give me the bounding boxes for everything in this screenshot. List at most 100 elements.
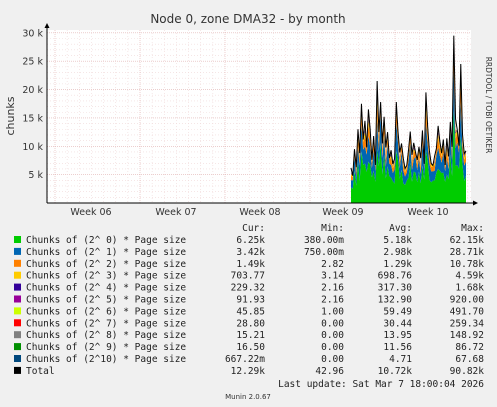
legend-value: 45.85 [236,306,265,317]
legend-value: 90.82k [450,366,485,377]
rrdtool-credit: RRDTOOL / TOBI OETIKER [484,57,493,154]
legend-swatch [14,307,21,315]
legend-value: 491.70 [450,306,485,317]
legend-column-header: Avg: [389,223,412,234]
legend-value: 2.98k [383,247,412,258]
legend-swatch [14,259,21,267]
grid-lines [47,30,471,203]
legend-series-name: Chunks of (2^ 3) * Page size [26,271,186,282]
legend-value: 132.90 [378,295,413,306]
legend-swatch [14,247,21,255]
legend-value: 667.22m [225,354,265,365]
legend-value: 4.59k [455,271,484,282]
y-tick-label: 30 k [22,28,43,39]
axes [44,23,478,206]
total-line [350,35,467,176]
legend-swatch [14,295,21,303]
legend-swatch [14,331,21,339]
legend-value: 0.00 [321,342,344,353]
legend-value: 13.95 [383,330,412,341]
legend-series-name: Chunks of (2^ 4) * Page size [26,283,186,294]
x-tick-label: Week 07 [155,207,196,218]
legend-value: 10.72k [378,366,413,377]
legend-value: 6.25k [236,235,265,246]
legend-value: 2.16 [321,283,344,294]
legend-series-name: Chunks of (2^10) * Page size [26,354,186,365]
legend-value: 10.78k [450,259,485,270]
munin-version: Munin 2.0.67 [225,393,271,401]
legend-value: 0.00 [321,330,344,341]
x-tick-labels: Week 06 Week 07 Week 08 Week 09 Week 10 [70,207,448,218]
legend-value: 16.50 [236,342,265,353]
last-update: Last update: Sat Mar 7 18:00:04 2026 [278,379,484,390]
legend-column-header: Max: [461,223,484,234]
legend-value: 3.14 [321,271,344,282]
legend-value: 1.29k [383,259,412,270]
legend-swatch [14,236,21,243]
series-area-0 [351,109,466,203]
legend-column-header: Cur: [242,223,265,234]
legend-column-header: Min: [321,223,344,234]
x-tick-label: Week 06 [70,207,111,218]
y-tick-labels: 5 k 10 k 15 k 20 k 25 k 30 k [22,28,43,181]
y-axis-label: chunks [4,96,17,135]
legend-value: 15.21 [236,330,265,341]
legend-value: 698.76 [378,271,413,282]
legend-value: 2.16 [321,295,344,306]
y-tick-label: 10 k [22,142,43,153]
legend-series-name: Chunks of (2^ 6) * Page size [26,306,186,317]
legend-value: 86.72 [455,342,484,353]
legend-value: 0.00 [321,318,344,329]
legend-value: 12.29k [231,366,266,377]
x-tick-label: Week 08 [239,207,280,218]
legend-value: 11.56 [383,342,412,353]
legend-swatch [14,355,21,362]
legend-swatch [14,319,21,327]
legend-value: 1.00 [321,306,344,317]
legend-value: 67.68 [455,354,484,365]
legend-value: 0.00 [321,354,344,365]
legend-value: 920.00 [450,295,485,306]
legend-value: 1.68k [455,283,484,294]
y-axis-arrow [44,23,50,28]
legend-value: 91.93 [236,295,265,306]
legend-series-name: Chunks of (2^ 0) * Page size [26,235,186,246]
legend-value: 703.77 [231,271,265,282]
legend-swatch [14,271,21,279]
y-tick-label: 15 k [22,113,43,124]
legend-value: 229.32 [231,283,265,294]
series-area-1 [351,68,466,189]
legend-series-name: Chunks of (2^ 5) * Page size [26,295,186,306]
y-tick-label: 5 k [28,170,43,181]
legend-value: 148.92 [450,330,484,341]
legend-value: 3.42k [236,247,265,258]
plot-area: 5 k 10 k 15 k 20 k 25 k 30 k Week 06 Week 07 We… [22,23,478,218]
legend-value: 1.49k [236,259,265,270]
legend-series-name: Chunks of (2^ 9) * Page size [26,342,186,353]
legend-series-name: Chunks of (2^ 1) * Page size [26,247,186,258]
legend-series-name: Chunks of (2^ 8) * Page size [26,330,186,341]
legend-value: 30.44 [383,318,412,329]
chart-title: Node 0, zone DMA32 - by month [150,12,345,26]
legend-value: 59.49 [383,306,412,317]
legend-value: 259.34 [450,318,485,329]
legend-series-name: Chunks of (2^ 7) * Page size [26,318,186,329]
x-tick-label: Week 09 [322,207,363,218]
legend-value: 42.96 [315,366,344,377]
y-tick-label: 20 k [22,85,43,96]
legend-value: 5.18k [383,235,412,246]
legend-series-name: Chunks of (2^ 2) * Page size [26,259,186,270]
series-area-2 [351,48,466,181]
y-tick-label: 25 k [22,57,43,68]
x-axis-arrow [473,200,478,206]
legend-value: 28.80 [236,318,265,329]
legend-swatch [14,283,21,291]
legend-swatch [14,343,21,351]
legend-value: 28.71k [450,247,485,258]
legend-value: 62.15k [450,235,485,246]
legend-series-name: Total [26,366,55,377]
legend-value: 750.00m [304,247,344,258]
legend-value: 380.00m [304,235,344,246]
legend-value: 2.82 [321,259,344,270]
